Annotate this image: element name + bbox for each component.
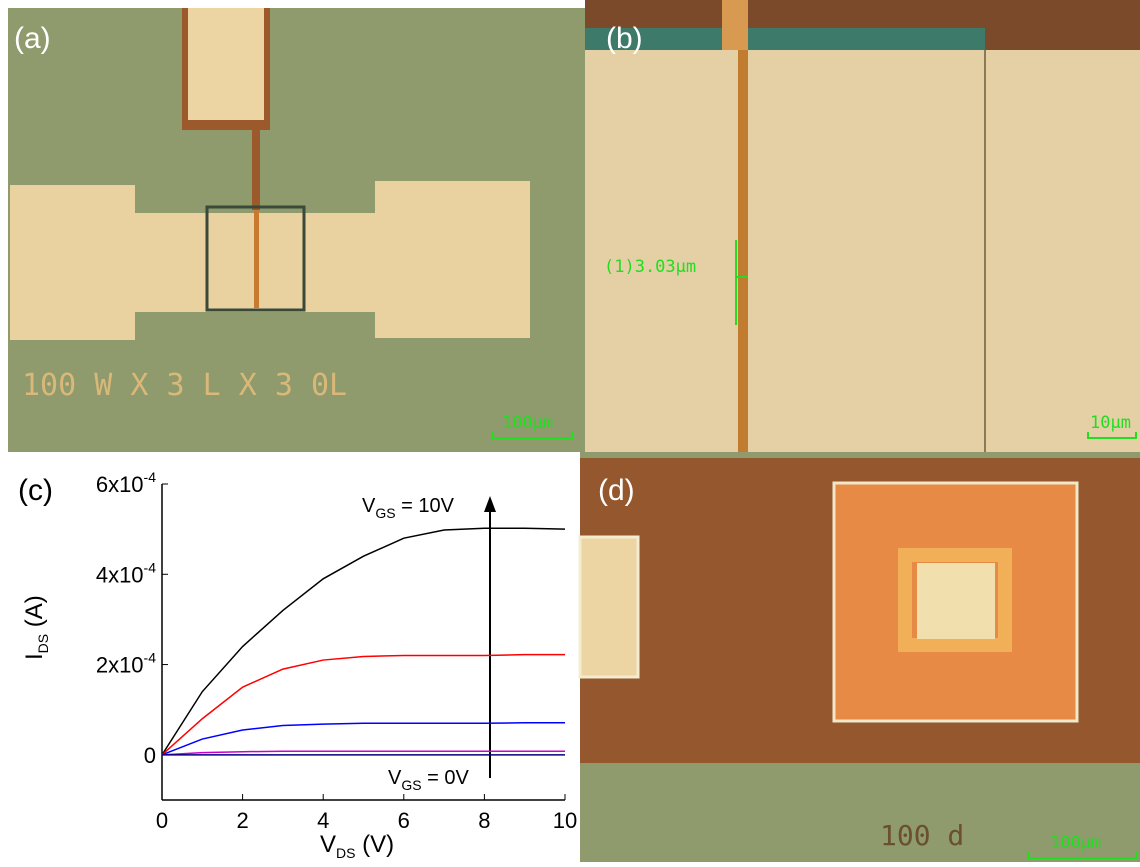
panel-b: (1)3.03μm 10μm (b): [585, 0, 1140, 452]
tick-base: 2x10: [96, 653, 144, 678]
tick-exponent: -4: [144, 650, 157, 666]
channel: [254, 210, 259, 308]
tick-exponent: -4: [144, 559, 157, 575]
x-tick-label: 10: [553, 808, 577, 833]
x-tick-label: 4: [317, 808, 329, 833]
x-axis-label: VDS (V): [320, 831, 394, 861]
rest: = 10V: [396, 495, 455, 517]
panel-label: (d): [598, 474, 635, 507]
tick-base: 4x10: [96, 562, 144, 587]
main: I: [21, 653, 48, 660]
main: V: [388, 767, 402, 789]
panel-label: (a): [14, 22, 51, 55]
channel-gap: [738, 50, 748, 452]
tick-exponent: -4: [144, 469, 157, 485]
panel-label: (c): [18, 474, 53, 507]
subscript: DS: [35, 634, 51, 653]
subscript: GS: [375, 505, 395, 521]
rest: (V): [355, 831, 394, 858]
main: V: [362, 495, 376, 517]
panel-label: (b): [606, 22, 643, 55]
measurement: (1)3.03μm: [604, 257, 696, 277]
left-pad: [580, 537, 638, 677]
metal: [585, 0, 1140, 452]
panel-d: 100 d 100μm (d): [580, 452, 1140, 862]
rest: (A): [21, 595, 48, 634]
figure: 100 W X 3 L X 3 0L 100μm (a) (1)3.03μm 1…: [0, 0, 1140, 862]
tick-base: 6x10: [96, 472, 144, 497]
x-tick-label: 8: [478, 808, 490, 833]
gate-pad-top: [188, 8, 264, 120]
scale-label: 10μm: [1090, 413, 1131, 433]
subscript: DS: [336, 845, 355, 861]
gate-top: [722, 0, 748, 50]
x-tick-label: 6: [398, 808, 410, 833]
subscript: GS: [401, 777, 421, 793]
gate-line: [252, 130, 260, 210]
x-tick-label: 2: [236, 808, 248, 833]
panel-a: 100 W X 3 L X 3 0L 100μm (a): [8, 8, 585, 452]
scale-label: 100μm: [1050, 833, 1101, 853]
inner-pad: [917, 563, 995, 639]
device-text: 100 W X 3 L X 3 0L: [22, 368, 347, 403]
main: V: [320, 831, 336, 858]
y-tick-label: 0: [144, 743, 156, 768]
x-tick-label: 0: [156, 808, 168, 833]
scale-label: 100μm: [502, 413, 553, 433]
top-dielectric: [585, 28, 985, 50]
rest: = 0V: [422, 767, 470, 789]
device-text: 100 d: [880, 819, 964, 852]
